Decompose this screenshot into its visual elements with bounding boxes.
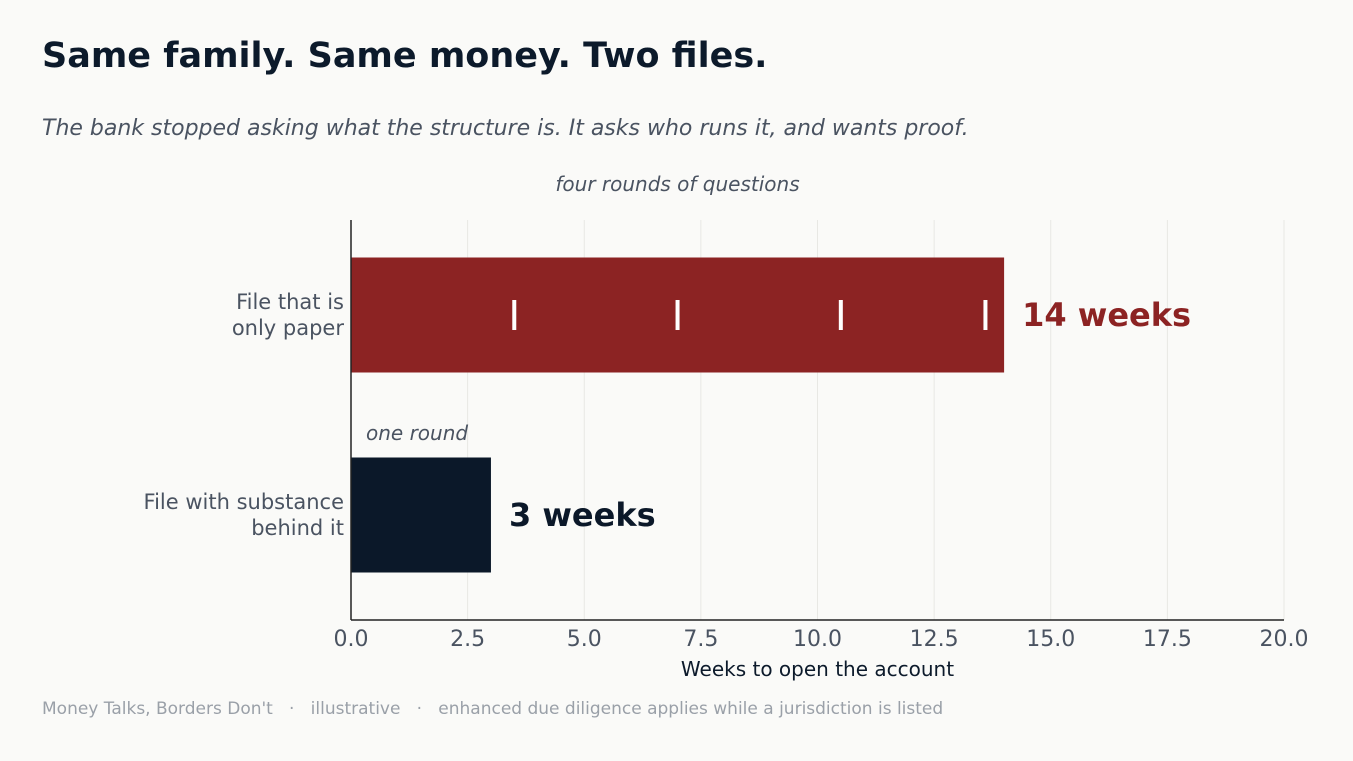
chart-subtitle: The bank stopped asking what the structu… (42, 116, 969, 141)
x-tick-label-4: 10.0 (793, 627, 842, 652)
bar-1 (351, 457, 491, 573)
category-label-1: File with substance behind it (144, 490, 344, 540)
x-tick-label-2: 5.0 (567, 627, 602, 652)
x-tick-label-6: 15.0 (1026, 627, 1075, 652)
category-label-line: behind it (251, 516, 344, 540)
x-tick-label-1: 2.5 (450, 627, 485, 652)
annotation-0: four rounds of questions (555, 172, 799, 196)
category-label-line: only paper (232, 316, 345, 340)
x-tick-label-8: 20.0 (1260, 627, 1309, 652)
axes (350, 220, 1284, 621)
x-axis-label: Weeks to open the account (681, 657, 954, 681)
value-label-0: 14 weeks (1022, 296, 1191, 334)
x-tick-label-5: 12.5 (910, 627, 959, 652)
chart-title: Same family. Same money. Two files. (42, 36, 768, 76)
category-label-line: File that is (236, 290, 344, 314)
x-tick-label-0: 0.0 (334, 627, 369, 652)
source-footer: Money Talks, Borders Don't · illustrativ… (42, 699, 944, 719)
x-tick-label-7: 17.5 (1143, 627, 1192, 652)
annotation-1: one round (366, 421, 468, 445)
x-tick-label-3: 7.5 (683, 627, 718, 652)
category-label-0: File that is only paper (232, 290, 345, 340)
category-label-line: File with substance (144, 490, 344, 514)
round-markers (512, 300, 988, 330)
value-label-1: 3 weeks (509, 496, 656, 534)
labels: 14 weeks File that is only paper 3 weeks Fil… (144, 172, 1309, 681)
